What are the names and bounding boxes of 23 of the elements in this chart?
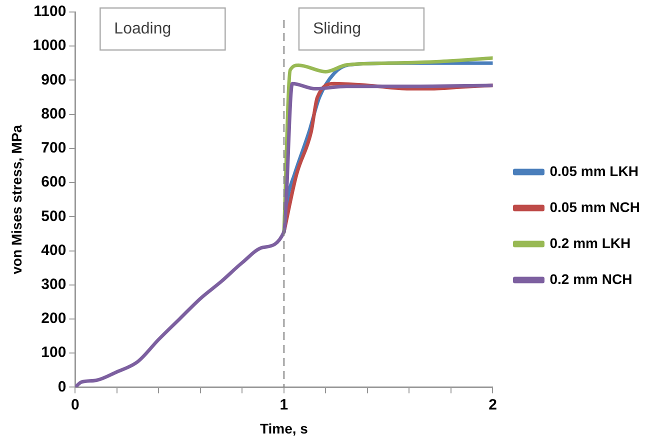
- x-tick-label: 0: [70, 396, 80, 414]
- y-tick-label: 0: [58, 378, 66, 396]
- x-tick-label: 2: [488, 396, 497, 414]
- y-tick-label: 1100: [34, 3, 66, 20]
- x-tick-label: 1: [280, 396, 288, 414]
- x-axis-title: Time, s: [260, 420, 308, 436]
- y-tick-label: 800: [41, 105, 66, 122]
- y-tick-label: 700: [41, 140, 66, 157]
- y-axis-title: von Mises stress, MPa: [8, 124, 24, 274]
- legend-label: 0.2 mm LKH: [550, 234, 631, 251]
- y-tick-label: 400: [41, 242, 66, 259]
- legend-label: 0.05 mm NCH: [550, 198, 640, 215]
- y-tick-label: 600: [41, 174, 66, 191]
- y-tick-label: 900: [41, 71, 66, 88]
- annotation: Loading: [114, 20, 172, 38]
- annotation: Sliding: [312, 20, 361, 38]
- y-tick-label: 100: [41, 344, 66, 362]
- y-tick-label: 200: [41, 310, 66, 328]
- y-tick-label: 1000: [32, 37, 66, 54]
- y-tick-label: 300: [41, 276, 66, 294]
- y-tick-label: 500: [41, 208, 66, 225]
- legend-label: 0.05 mm LKH: [550, 162, 638, 179]
- legend-label: 0.2 mm NCH: [550, 270, 632, 287]
